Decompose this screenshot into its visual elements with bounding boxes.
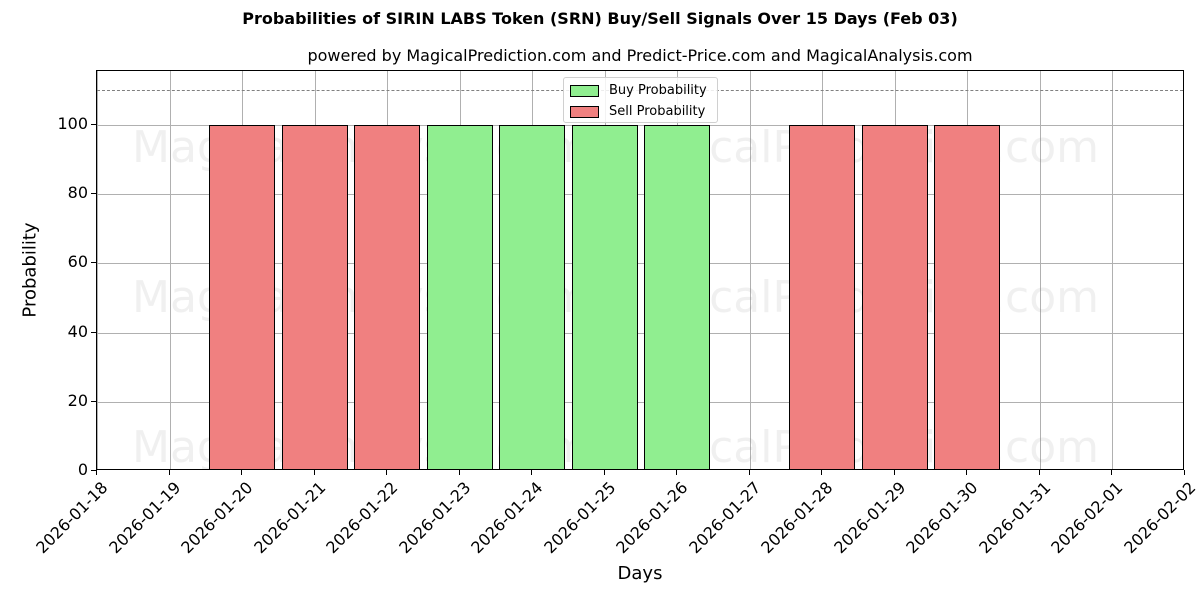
plot-area: MagicalAnalysis.comMagicalPrediction.com… <box>96 70 1184 470</box>
y-tick-mark <box>91 400 96 402</box>
grid-line-horizontal <box>97 125 1183 126</box>
x-tick-label: 2026-01-21 <box>249 478 330 558</box>
y-tick-label: 60 <box>67 252 88 272</box>
sell-bar <box>934 125 1000 469</box>
y-tick-label: 0 <box>77 460 88 479</box>
y-tick-mark <box>91 123 96 125</box>
x-tick-label: 2026-02-02 <box>1120 478 1200 558</box>
grid-line-vertical <box>1040 71 1041 469</box>
x-tick-label: 2026-01-29 <box>830 478 910 558</box>
chart-subtitle: powered by MagicalPrediction.com and Pre… <box>307 46 973 65</box>
x-tick-label: 2026-01-26 <box>612 478 692 558</box>
grid-line-horizontal <box>97 263 1183 264</box>
grid-line-vertical <box>170 71 171 469</box>
buy-bar <box>427 125 493 469</box>
y-tick-label: 80 <box>67 183 88 203</box>
x-tick-label: 2026-01-25 <box>539 478 620 558</box>
x-tick-mark <box>1111 470 1112 475</box>
x-tick-mark <box>894 470 895 475</box>
y-tick-mark <box>91 331 96 333</box>
x-tick-label: 2026-01-22 <box>322 478 402 558</box>
grid-line-horizontal <box>97 194 1183 195</box>
x-tick-label: 2026-01-20 <box>177 478 257 558</box>
x-tick-mark <box>749 470 750 475</box>
x-tick-mark <box>386 470 387 475</box>
sell-bar <box>789 125 855 469</box>
x-tick-label: 2026-01-31 <box>975 478 1055 558</box>
buy-bar <box>572 125 638 469</box>
grid-line-vertical <box>1112 71 1113 469</box>
x-tick-mark <box>821 470 822 475</box>
x-tick-mark <box>676 470 677 475</box>
x-tick-mark <box>1184 470 1185 475</box>
chart-title: Probabilities of SIRIN LABS Token (SRN) … <box>242 9 958 28</box>
buy-swatch-icon <box>570 84 599 97</box>
x-axis-label: Days <box>617 563 663 584</box>
y-axis-label: Probability <box>19 222 41 318</box>
x-tick-label: 2026-01-30 <box>902 478 982 558</box>
x-tick-label: 2026-01-18 <box>32 478 112 558</box>
y-tick-mark <box>91 470 96 471</box>
sell-bar <box>862 125 928 469</box>
x-tick-mark <box>531 470 532 475</box>
grid-line-horizontal <box>97 402 1183 403</box>
x-tick-mark <box>459 470 460 475</box>
x-tick-mark <box>1039 470 1040 475</box>
y-tick-mark <box>91 262 96 264</box>
sell-swatch-icon <box>570 105 599 118</box>
y-tick-label: 100 <box>57 113 88 133</box>
x-tick-mark <box>241 470 242 475</box>
x-tick-mark <box>604 470 605 475</box>
x-tick-label: 2026-02-01 <box>1047 478 1127 558</box>
sell-bar <box>282 125 348 469</box>
x-tick-label: 2026-01-24 <box>467 478 547 558</box>
x-tick-label: 2026-01-27 <box>685 478 765 558</box>
x-tick-mark <box>314 470 315 475</box>
y-tick-mark <box>91 193 96 195</box>
x-tick-label: 2026-01-19 <box>104 478 184 558</box>
legend-item-buy: Buy Probability <box>570 83 707 98</box>
legend-item-sell: Sell Probability <box>570 104 705 119</box>
grid-line-horizontal <box>97 333 1183 334</box>
x-tick-mark <box>169 470 170 475</box>
sell-bar <box>209 125 275 469</box>
buy-bar <box>499 125 565 469</box>
y-tick-label: 40 <box>67 321 88 341</box>
grid-line-vertical <box>97 71 98 469</box>
legend-sell-label: Sell Probability <box>609 104 706 119</box>
x-tick-label: 2026-01-28 <box>757 478 837 558</box>
legend-buy-label: Buy Probability <box>609 83 707 98</box>
x-tick-mark <box>966 470 967 475</box>
x-tick-mark <box>96 470 97 475</box>
grid-line-vertical <box>750 71 751 469</box>
buy-bar <box>644 125 710 469</box>
sell-bar <box>354 125 420 469</box>
y-tick-label: 20 <box>67 390 88 410</box>
x-tick-label: 2026-01-23 <box>394 478 475 558</box>
legend: Buy Probability Sell Probability <box>563 77 718 123</box>
